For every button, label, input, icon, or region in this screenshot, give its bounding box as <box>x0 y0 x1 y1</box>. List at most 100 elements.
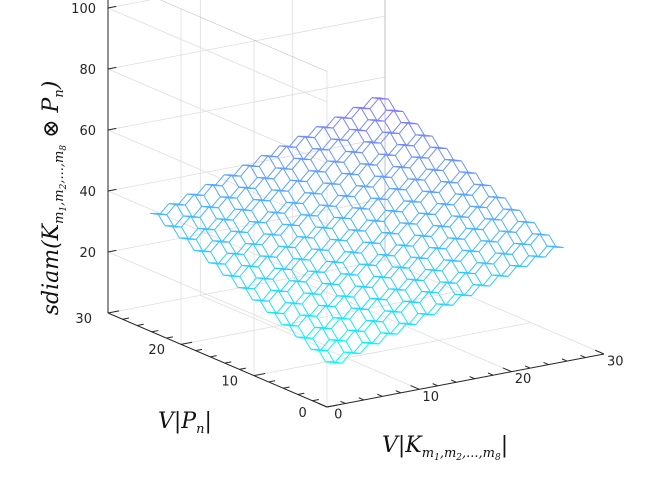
mesh-segment <box>341 216 351 220</box>
mesh-segment <box>377 197 387 211</box>
mesh-segment <box>477 205 487 209</box>
mesh-segment <box>420 190 431 203</box>
mesh-segment <box>257 255 268 268</box>
mesh-segment <box>223 218 232 232</box>
x-tick-mark <box>377 393 383 397</box>
mesh-segment <box>387 188 398 200</box>
mesh-segment <box>447 281 457 284</box>
mesh-segment <box>360 298 371 310</box>
mesh-segment <box>389 322 400 335</box>
mesh-segment <box>467 206 478 218</box>
mesh-segment <box>424 168 435 181</box>
mesh-segment <box>320 294 329 307</box>
mesh-segment <box>328 149 337 163</box>
mesh-segment <box>236 243 247 255</box>
mesh-segment <box>347 129 358 141</box>
mesh-segment <box>279 280 290 292</box>
x-tick-label: 10 <box>422 390 439 405</box>
mesh-segment <box>407 222 416 236</box>
x-tick-mark <box>395 390 402 394</box>
mesh-segment <box>339 129 350 141</box>
mesh-segment <box>277 156 286 170</box>
mesh-segment <box>344 295 354 298</box>
mesh-segment <box>217 207 227 221</box>
mesh-segment <box>243 243 254 255</box>
mesh-segment <box>385 153 394 167</box>
mesh-segment <box>401 200 412 213</box>
mesh-segment <box>374 219 383 233</box>
mesh-segment <box>462 193 473 196</box>
mesh-segment <box>283 258 294 270</box>
mesh-segment <box>281 268 290 281</box>
mesh-segment <box>175 203 184 217</box>
mesh-segment <box>414 178 423 192</box>
mesh-segment <box>311 192 320 206</box>
mesh-segment <box>217 196 228 209</box>
mesh-segment <box>250 255 261 268</box>
mesh-segment <box>525 220 535 224</box>
mesh-segment <box>236 197 245 211</box>
mesh-segment <box>296 280 305 294</box>
mesh-segment <box>317 215 326 229</box>
mesh-segment <box>312 327 323 339</box>
mesh-segment <box>389 131 398 145</box>
mesh-segment <box>410 200 420 214</box>
mesh-segment <box>381 175 390 189</box>
x-axis-label: V|Km1,m2,...,m8| <box>382 433 508 463</box>
mesh-segment <box>490 185 499 199</box>
mesh-segment <box>350 207 361 220</box>
mesh-segment <box>331 228 340 241</box>
mesh-segment <box>303 336 312 350</box>
mesh-segment <box>317 204 328 217</box>
mesh-segment <box>295 192 306 204</box>
mesh-segment <box>273 178 282 192</box>
mesh-segment <box>367 163 376 177</box>
y-tick-label: 20 <box>148 343 165 358</box>
x-tick-mark <box>543 361 549 366</box>
mesh-segment <box>360 106 371 110</box>
mesh-segment <box>493 208 504 221</box>
mesh-segment <box>357 274 366 288</box>
mesh-segment <box>502 252 513 255</box>
mesh-segment <box>432 269 441 283</box>
mesh-segment <box>293 201 304 205</box>
mesh-segment <box>520 243 530 257</box>
mesh-segment <box>326 204 335 218</box>
mesh-segment <box>378 97 387 111</box>
mesh-segment <box>267 255 277 258</box>
mesh-segment <box>312 283 323 295</box>
mesh-segment <box>343 151 354 163</box>
mesh-segment <box>312 192 322 195</box>
mesh-segment <box>274 211 283 225</box>
mesh-segment <box>277 290 286 303</box>
mesh-segment <box>254 188 264 202</box>
mesh-segment <box>445 237 456 250</box>
mesh-segment <box>393 300 404 313</box>
mesh-segment <box>444 203 453 217</box>
mesh-segment <box>215 262 226 265</box>
mesh-segment <box>338 329 349 342</box>
mesh-segment <box>336 339 346 342</box>
mesh-segment <box>451 159 460 173</box>
mesh-segment <box>297 179 307 183</box>
mesh-segment <box>360 342 371 354</box>
mesh-segment <box>372 175 383 188</box>
mesh-segment <box>234 252 244 256</box>
mesh-segment <box>387 144 398 156</box>
mesh-segment <box>348 273 358 276</box>
mesh-segment <box>192 206 203 218</box>
mesh-segment <box>437 281 448 294</box>
mesh-segment <box>471 195 480 208</box>
mesh-segment <box>356 320 367 332</box>
gridline-z-left <box>107 68 328 164</box>
mesh-segment <box>320 283 331 295</box>
mesh-segment <box>256 221 267 224</box>
mesh-segment <box>414 278 424 282</box>
y-tick-mark <box>253 373 266 377</box>
mesh-segment <box>441 259 452 272</box>
mesh-segment <box>404 278 415 291</box>
mesh-segment <box>402 156 413 169</box>
mesh-segment <box>214 229 223 243</box>
mesh-segment <box>398 133 407 146</box>
mesh-segment <box>199 206 210 218</box>
